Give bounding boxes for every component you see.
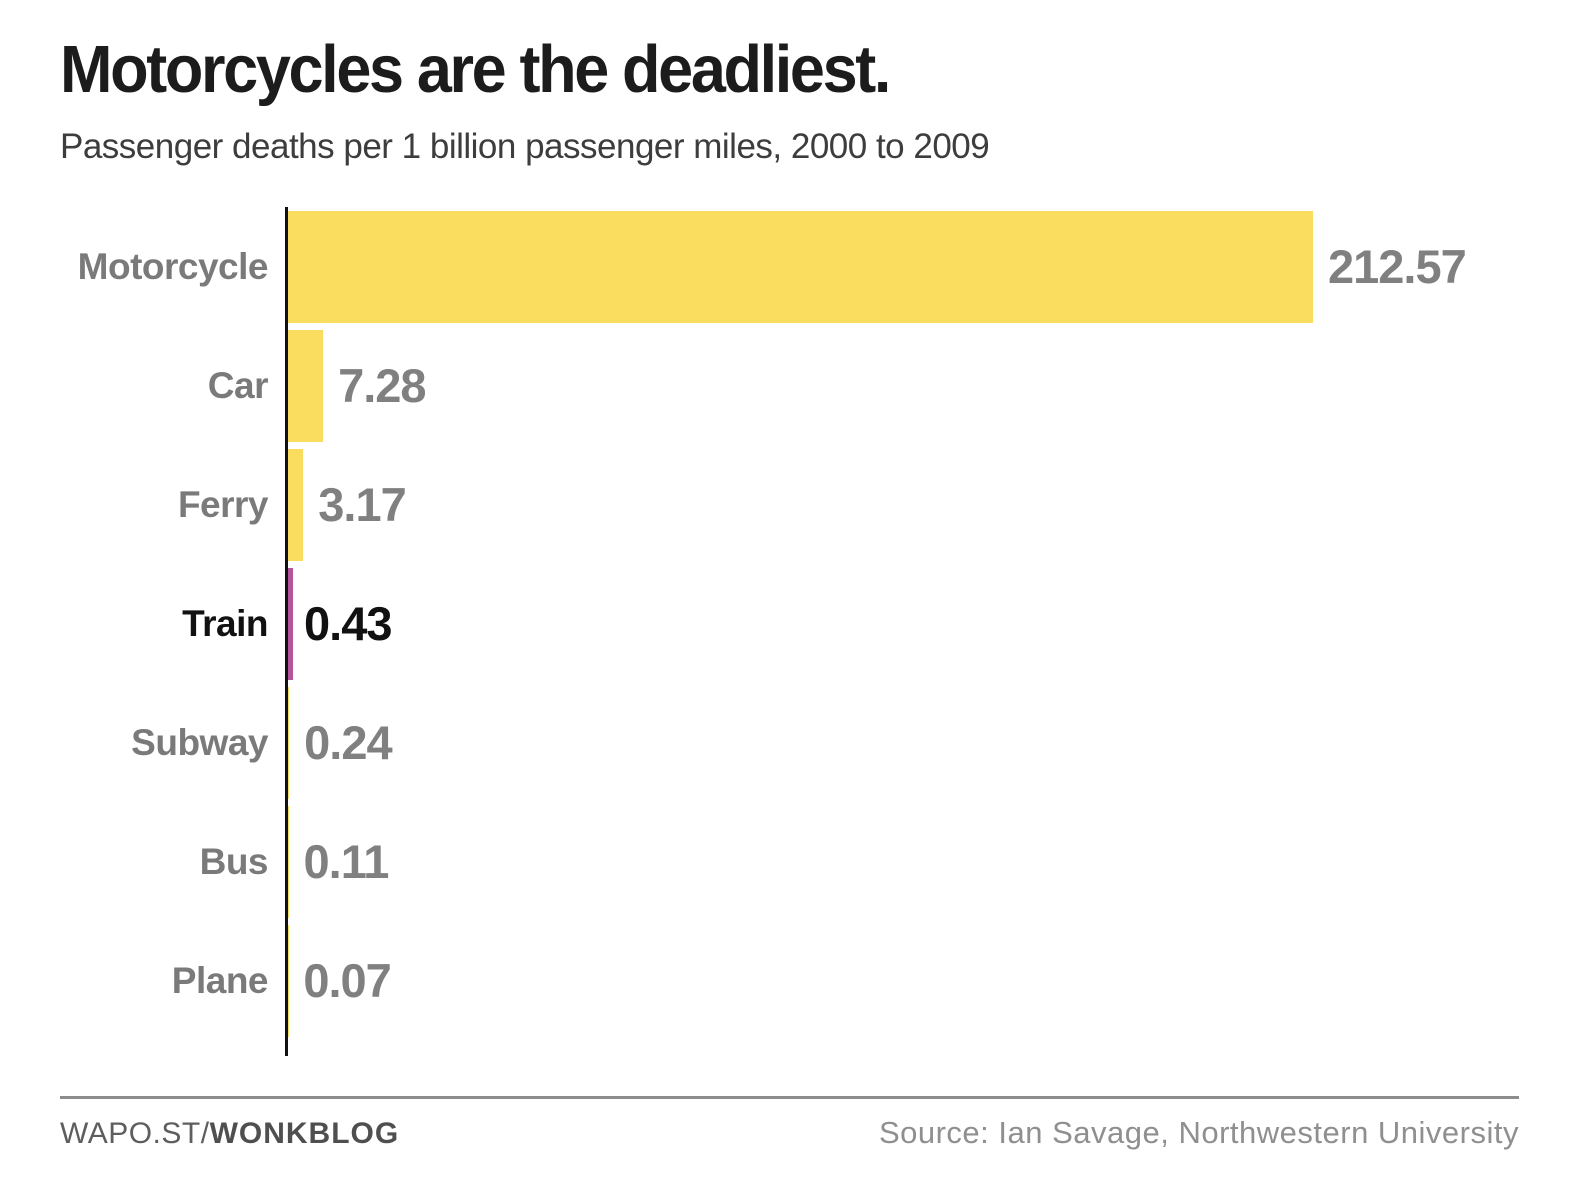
bar	[288, 448, 304, 561]
bar-area: 0.07	[288, 924, 1519, 1037]
value-label: 212.57	[1328, 240, 1467, 294]
bar-area: 3.17	[288, 448, 1519, 561]
bar-area: 0.24	[288, 686, 1519, 799]
bar	[288, 329, 324, 442]
bar	[288, 567, 293, 680]
bar-area: 7.28	[288, 329, 1519, 442]
chart-row: Train 0.43	[60, 564, 1519, 683]
wapo-url-prefix: WAPO.ST/	[60, 1117, 210, 1151]
value-label: 7.28	[338, 359, 426, 413]
category-label: Train	[182, 602, 268, 644]
wonkblog-label: WONKBLOG	[209, 1117, 400, 1151]
bar-area: 212.57	[288, 210, 1519, 323]
category-label: Plane	[171, 959, 269, 1001]
category-label: Ferry	[177, 483, 269, 525]
value-label: 0.07	[303, 954, 391, 1008]
value-label: 0.11	[303, 835, 390, 889]
chart-title: Motorcycles are the deadliest.	[60, 32, 891, 107]
chart-row: Bus 0.11	[60, 802, 1519, 921]
category-label: Bus	[199, 840, 269, 882]
chart-row: Motorcycle 212.57	[60, 207, 1519, 326]
bar-chart: Motorcycle 212.57 Car 7.28 Ferry 3.17 Train 0.4…	[60, 207, 1519, 1057]
chart-row: Ferry 3.17	[60, 445, 1519, 564]
chart-subtitle: Passenger deaths per 1 billion passenger…	[60, 127, 990, 167]
chart-row: Plane 0.07	[60, 921, 1519, 1040]
footer: WAPO.ST/WONKBLOG Source: Ian Savage, Nor…	[60, 1096, 1519, 1151]
category-label: Motorcycle	[77, 245, 269, 287]
chart-row: Subway 0.24	[60, 683, 1519, 802]
wonkblog-credit: WAPO.ST/WONKBLOG	[60, 1117, 399, 1151]
value-label: 0.43	[304, 597, 392, 651]
value-label: 0.24	[304, 716, 392, 770]
category-label: Subway	[131, 721, 268, 763]
bar-area: 0.11	[288, 805, 1519, 918]
bar	[288, 805, 289, 918]
bar-area: 0.43	[288, 567, 1519, 680]
y-axis-line	[285, 207, 288, 1057]
chart-row: Car 7.28	[60, 326, 1519, 445]
bar	[288, 686, 290, 799]
value-label: 3.17	[318, 478, 406, 532]
category-label: Car	[207, 364, 269, 406]
source-credit: Source: Ian Savage, Northwestern Univers…	[878, 1115, 1519, 1151]
bar	[288, 210, 1313, 323]
